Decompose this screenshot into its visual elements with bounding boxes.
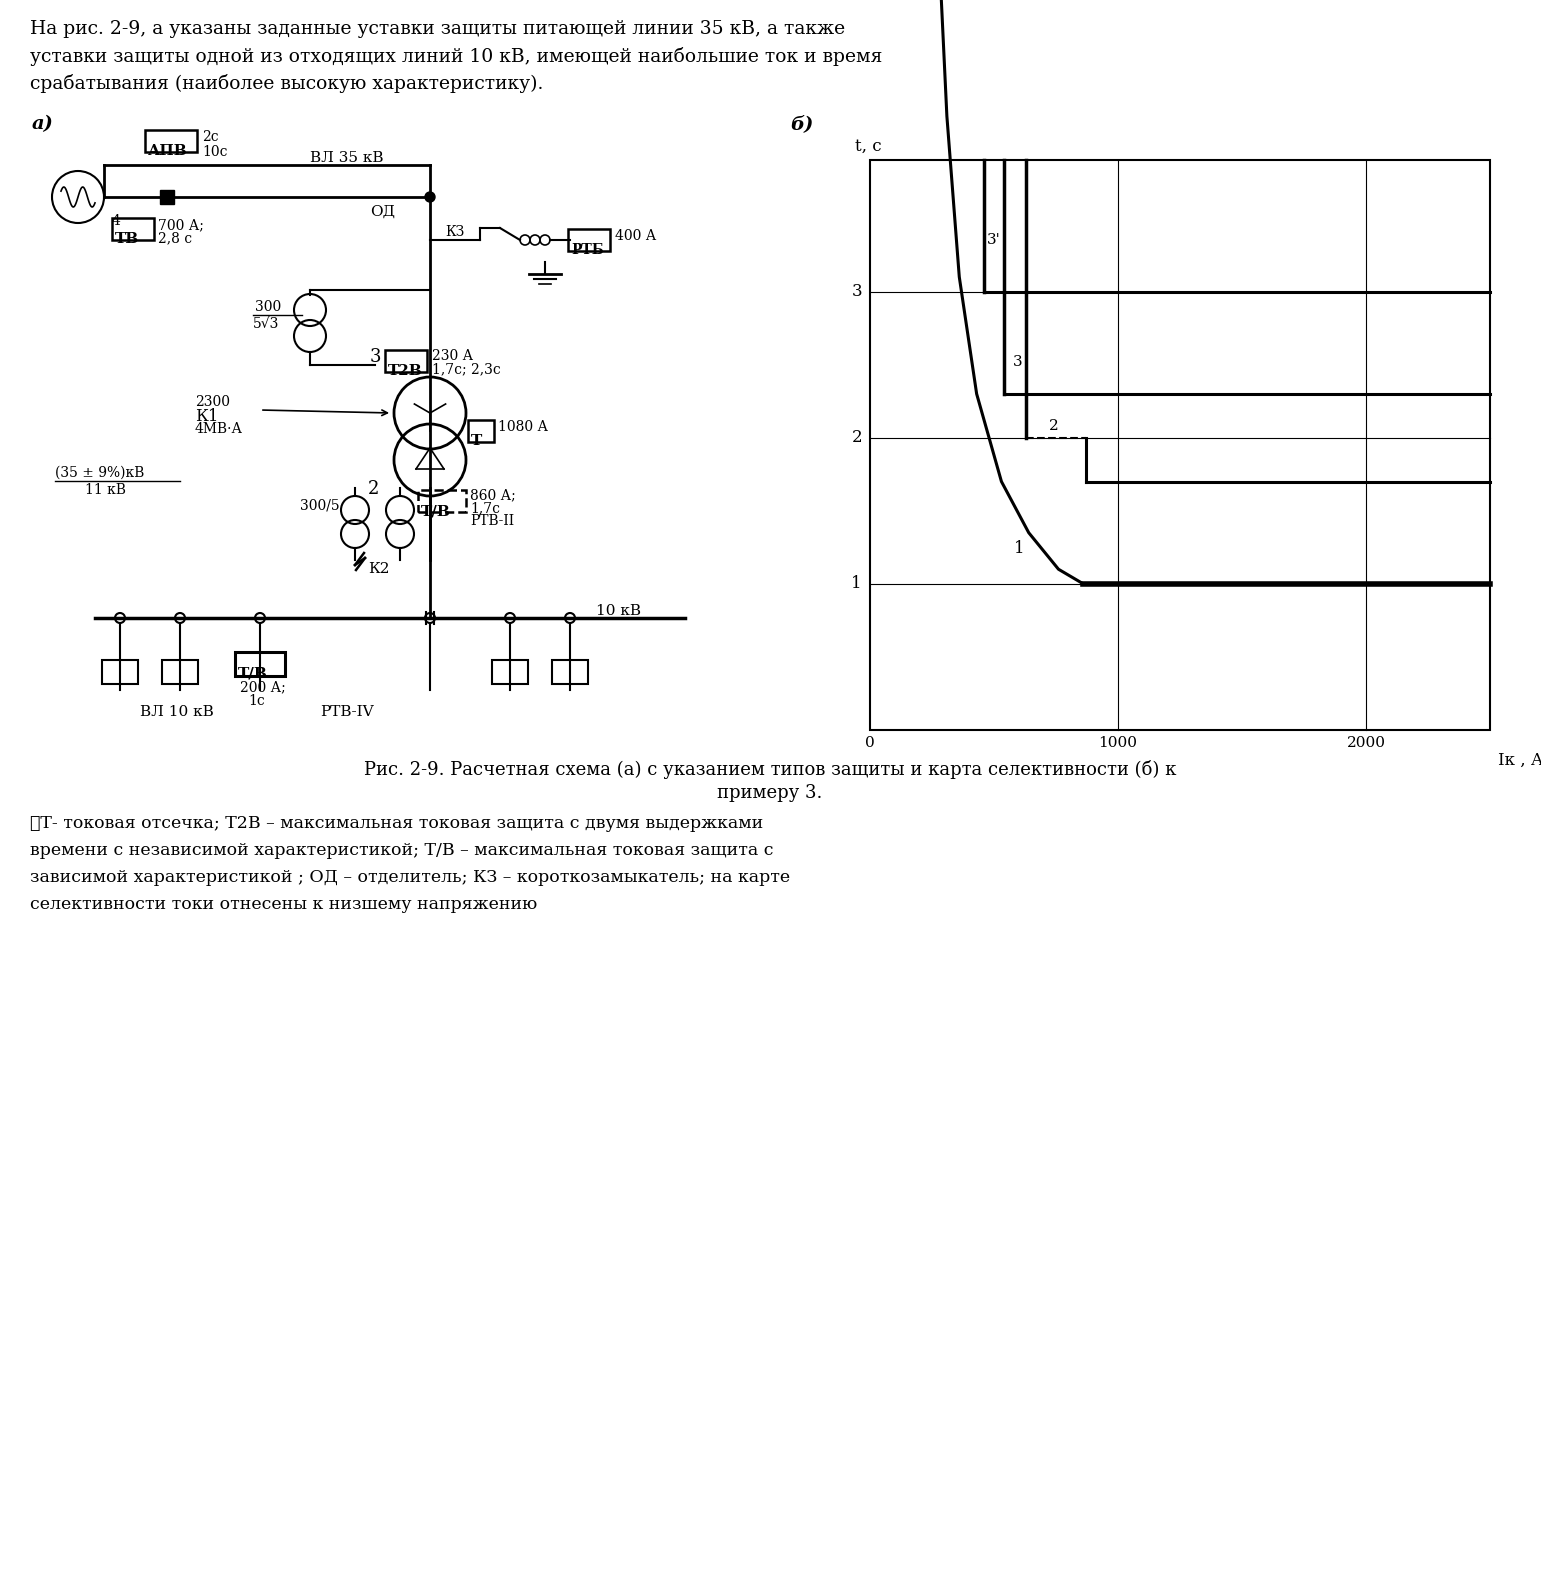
Text: 10 кВ: 10 кВ	[596, 604, 641, 618]
Text: 400 А: 400 А	[615, 230, 656, 242]
Bar	[234, 652, 285, 676]
Text: б): б)	[791, 115, 814, 132]
Text: 300/5: 300/5	[300, 497, 339, 512]
Text: срабатывания (наиболее высокую характеристику).: срабатывания (наиболее высокую характери…	[29, 73, 544, 92]
Text: 1080 А: 1080 А	[498, 419, 549, 434]
Text: Т/В: Т/В	[421, 504, 452, 518]
Text: 5√3: 5√3	[253, 317, 279, 332]
Text: времени с независимой характеристикой; Т/В – максимальная токовая защита с: времени с независимой характеристикой; Т…	[29, 842, 774, 859]
Text: 4: 4	[112, 214, 120, 228]
Text: уставки защиты одной из отходящих линий 10 кВ, имеющей наибольшие ток и время: уставки защиты одной из отходящих линий …	[29, 46, 883, 65]
Text: К2: К2	[368, 563, 390, 575]
Bar	[871, 159, 1490, 730]
Bar	[145, 131, 197, 151]
Text: а): а)	[32, 115, 54, 132]
Text: РТВ-II: РТВ-II	[470, 513, 515, 528]
Text: Рис. 2-9. Расчетная схема (а) с указанием типов защиты и карта селективности (б): Рис. 2-9. Расчетная схема (а) с указание…	[364, 760, 1176, 779]
Text: ВЛ 35 кВ: ВЛ 35 кВ	[310, 151, 384, 166]
Bar	[552, 660, 589, 684]
Bar	[160, 190, 174, 204]
Text: 1,7с: 1,7с	[470, 501, 499, 515]
Text: Т/В: Т/В	[237, 666, 268, 681]
Text: 1: 1	[1014, 540, 1025, 556]
Text: 860 А;: 860 А;	[470, 488, 516, 502]
Bar	[102, 660, 139, 684]
Text: 4МВ·А: 4МВ·А	[196, 422, 243, 437]
Text: К1: К1	[196, 408, 219, 426]
Text: Т: Т	[472, 434, 482, 448]
Text: селективности токи отнесены к низшему напряжению: селективности токи отнесены к низшему на…	[29, 896, 538, 913]
Text: 2: 2	[368, 480, 379, 497]
Text: На рис. 2-9, а указаны заданные уставки защиты питающей линии 35 кВ, а также: На рис. 2-9, а указаны заданные уставки …	[29, 21, 844, 38]
Bar	[385, 351, 427, 371]
Text: 2: 2	[851, 429, 861, 446]
Text: 1000: 1000	[1099, 736, 1137, 751]
Text: 2300: 2300	[196, 395, 230, 410]
Text: 230 А: 230 А	[431, 349, 473, 363]
Text: 2: 2	[1048, 419, 1059, 434]
Text: ТВ: ТВ	[116, 233, 139, 245]
Text: 200 А;: 200 А;	[240, 681, 285, 693]
Text: РТВ-IV: РТВ-IV	[321, 705, 373, 719]
Text: Т2В: Т2В	[388, 363, 422, 378]
Text: АПВ: АПВ	[148, 143, 188, 158]
Text: 1: 1	[851, 575, 861, 593]
Text: 2с: 2с	[202, 131, 219, 143]
Text: Iк , А: Iк , А	[1498, 752, 1541, 768]
Text: 0: 0	[865, 736, 875, 751]
Circle shape	[425, 191, 435, 202]
Bar	[569, 230, 610, 250]
Text: зависимой характеристикой ; ОД – отделитель; КЗ – короткозамыкатель; на карте: зависимой характеристикой ; ОД – отделит…	[29, 869, 791, 886]
Text: примеру 3.: примеру 3.	[717, 784, 823, 802]
Text: 2000: 2000	[1347, 736, 1385, 751]
Text: КЗ: КЗ	[445, 225, 464, 239]
Text: 10с: 10с	[202, 145, 228, 159]
Text: РТБ: РТБ	[572, 242, 604, 257]
Text: Т- токовая отсечка; Т2В – максимальная токовая защита с двумя выдержками: Т- токовая отсечка; Т2В – максимальная т…	[29, 815, 763, 832]
Text: (35 ± 9%)кВ: (35 ± 9%)кВ	[55, 465, 145, 480]
Text: 300: 300	[254, 300, 282, 314]
Bar	[468, 419, 495, 442]
Text: 700 А;: 700 А;	[159, 218, 203, 233]
Bar	[162, 660, 197, 684]
Text: 3: 3	[370, 347, 382, 367]
Text: ОД: ОД	[370, 206, 394, 218]
Text: 3: 3	[1012, 355, 1022, 368]
Text: ВЛ 10 кВ: ВЛ 10 кВ	[140, 705, 214, 719]
Text: 2,8 с: 2,8 с	[159, 231, 193, 245]
Text: t, с: t, с	[855, 139, 881, 155]
Bar	[112, 218, 154, 241]
Text: 3: 3	[851, 284, 861, 300]
Text: 11 кВ: 11 кВ	[85, 483, 126, 497]
Text: 3': 3'	[988, 233, 1000, 247]
Text: 1с: 1с	[248, 693, 265, 708]
Bar	[418, 489, 465, 512]
Text: 1,7с; 2,3с: 1,7с; 2,3с	[431, 362, 501, 376]
Bar	[492, 660, 529, 684]
